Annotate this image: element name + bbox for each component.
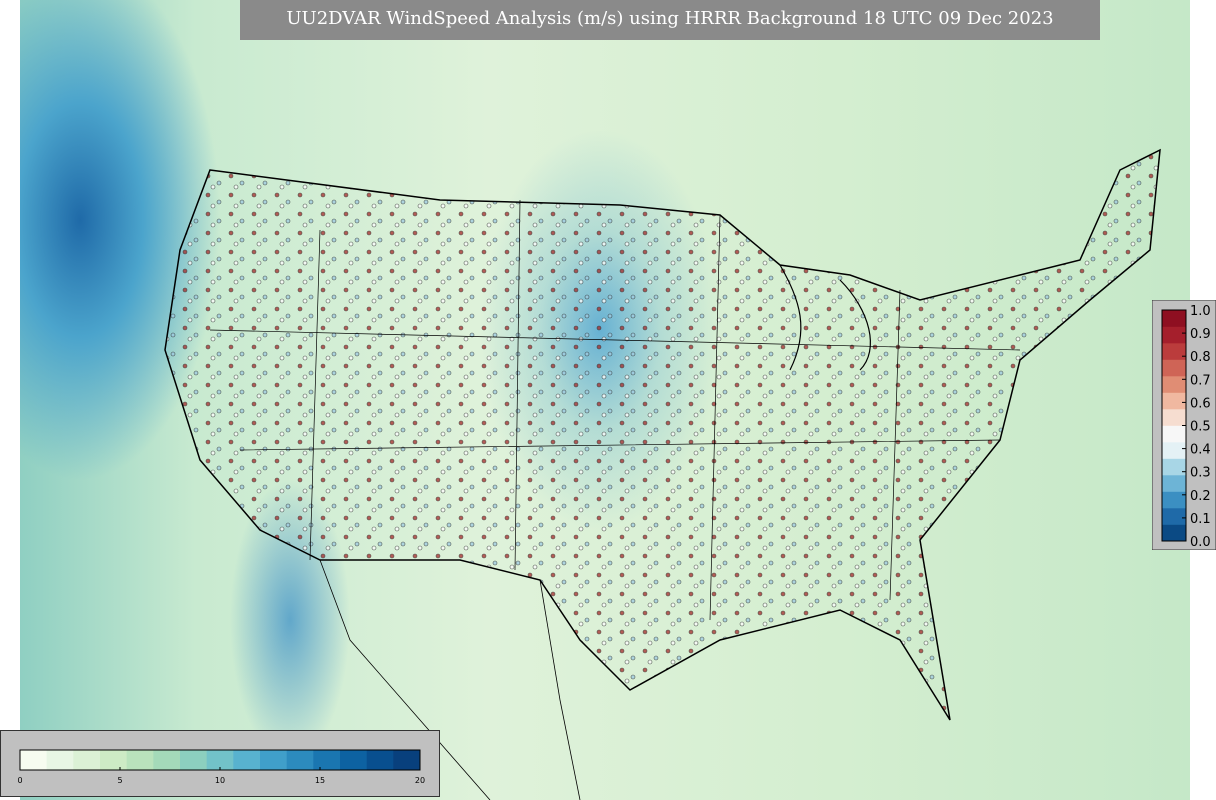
colorbar-tick-label: 0.9 [1190, 327, 1211, 342]
colorbar-tick-label: 0.3 [1190, 466, 1211, 481]
colorbar-tick-label: 0 [17, 776, 22, 785]
mexico-border [319, 559, 581, 800]
colorbar-vertical: 1.0 0.9 0.8 0.7 0.6 0.5 0.4 0.3 0.2 0.1 0.0 [1152, 300, 1216, 550]
colorbar-band [393, 750, 421, 770]
colorbar-tick-label: 0.0 [1190, 535, 1211, 550]
colorbar-band [1162, 458, 1186, 476]
colorbar-band [1162, 442, 1186, 459]
map-title: UU2DVAR WindSpeed Analysis (m/s) using H… [240, 0, 1100, 40]
colorbar-band [313, 750, 341, 770]
colorbar-band [1162, 392, 1186, 410]
colorbar-band [153, 750, 181, 770]
colorbar-tick-label: 5 [117, 776, 122, 785]
colorbar-band [20, 750, 47, 770]
colorbar-band [206, 750, 234, 770]
colorbar-tick-label: 0.7 [1190, 373, 1211, 388]
colorbar-band [100, 750, 127, 770]
colorbar-band [1162, 475, 1186, 492]
colorbar-band [1162, 359, 1186, 377]
colorbar-band [1162, 491, 1186, 509]
colorbar-band [1162, 343, 1186, 360]
colorbar-band [126, 750, 154, 770]
colorbar-tick-label: 1.0 [1190, 304, 1211, 319]
colorbar-band [1162, 310, 1186, 327]
colorbar-tick-label: 0.6 [1190, 396, 1211, 411]
map [20, 0, 1190, 800]
colorbar-tick-label: 15 [315, 776, 325, 785]
colorbar-band [1162, 326, 1186, 344]
colorbar-tick-label: 10 [215, 776, 225, 785]
colorbar-band [1162, 524, 1186, 542]
map-lines [164, 148, 1161, 800]
great-lakes [779, 264, 871, 371]
country-outline [164, 148, 1161, 721]
colorbar-horizontal: 0 5 10 15 20 [0, 730, 440, 797]
colorbar-band [1162, 409, 1186, 426]
colorbar-band [260, 750, 287, 770]
colorbar-band [1162, 425, 1186, 443]
colorbar-band [1162, 508, 1186, 525]
colorbar-band [286, 750, 314, 770]
colorbar-tick-label: 20 [415, 776, 425, 785]
colorbar-band [1162, 376, 1186, 393]
colorbar-band [73, 750, 101, 770]
colorbar-band [366, 750, 394, 770]
colorbar-tick-label: 0.2 [1190, 489, 1211, 504]
colorbar-band [233, 750, 261, 770]
state-lines [209, 199, 1021, 621]
colorbar-tick-label: 0.4 [1190, 443, 1211, 458]
colorbar-tick-label: 0.8 [1190, 350, 1211, 365]
colorbar-band [46, 750, 74, 770]
colorbar-tick-label: 0.1 [1190, 512, 1211, 527]
colorbar-band [340, 750, 367, 770]
colorbar-band [180, 750, 207, 770]
colorbar-tick-label: 0.5 [1190, 420, 1211, 435]
